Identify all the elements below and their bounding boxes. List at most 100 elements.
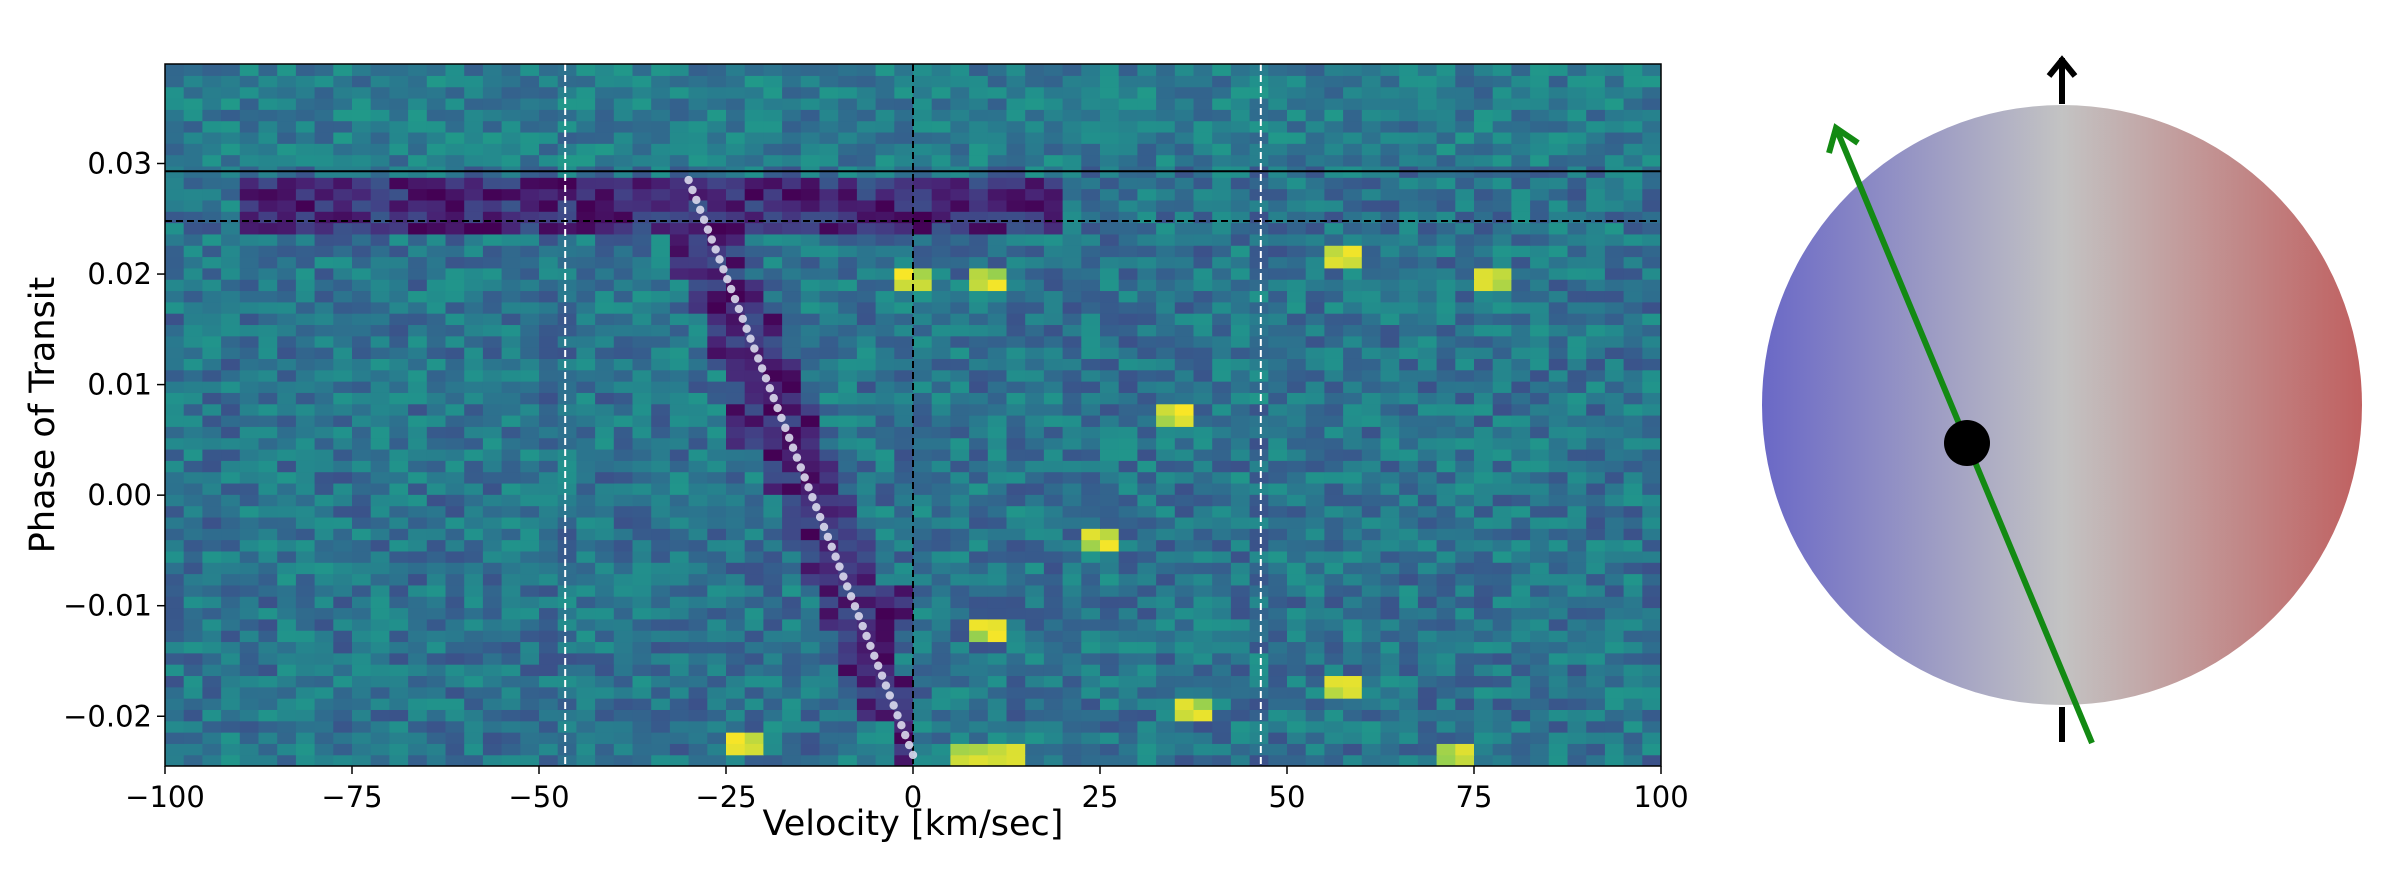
heatmap-cell [1343, 437, 1363, 450]
heatmap-cell [1492, 97, 1512, 110]
heatmap-cell [576, 279, 596, 292]
heatmap-cell [333, 381, 353, 393]
shadow-track-point [765, 384, 775, 393]
heatmap-cell [1455, 630, 1475, 643]
heatmap-cell [258, 188, 278, 201]
heatmap-cell [1249, 313, 1269, 326]
heatmap-cell [183, 607, 203, 620]
heatmap-cell [183, 324, 203, 337]
heatmap-cell [1474, 324, 1494, 337]
heatmap-cell [539, 698, 559, 710]
heatmap-cell [202, 709, 222, 722]
heatmap-cell [1511, 562, 1531, 575]
heatmap-cell [1118, 313, 1138, 326]
heatmap-cell [389, 211, 409, 224]
heatmap-cell [1604, 539, 1625, 552]
heatmap-cell [408, 505, 428, 518]
heatmap-cell [688, 562, 708, 575]
heatmap-cell [875, 528, 895, 541]
heatmap-cell [838, 528, 858, 541]
heatmap-cell [1006, 86, 1026, 99]
heatmap-cell [1567, 64, 1587, 76]
heatmap-cell [464, 267, 484, 280]
heatmap-cell [314, 403, 334, 416]
heatmap-cell [819, 199, 839, 212]
heatmap-cell [482, 675, 503, 688]
heatmap-cell [352, 335, 372, 348]
heatmap-cell [482, 109, 503, 122]
heatmap-cell [1118, 199, 1138, 212]
heatmap-cell [688, 188, 708, 201]
heatmap-cell [856, 188, 877, 201]
heatmap-cell [763, 109, 783, 122]
heatmap-cell [539, 675, 559, 688]
heatmap-cell [1436, 109, 1456, 122]
heatmap-cell [501, 143, 521, 156]
heatmap-cell [258, 109, 278, 122]
heatmap-cell [838, 358, 858, 371]
heatmap-cell [856, 347, 877, 359]
heatmap-cell [613, 267, 634, 280]
heatmap-cell [1006, 120, 1026, 133]
heatmap-cell [1399, 607, 1419, 620]
heatmap-cell [1324, 471, 1344, 484]
heatmap-cell [987, 709, 1008, 722]
heatmap-cell [295, 652, 316, 665]
heatmap-cell [333, 256, 353, 269]
heatmap-cell [1193, 630, 1213, 643]
heatmap-cell [1062, 482, 1082, 495]
heatmap-cell [557, 437, 577, 450]
heatmap-cell [632, 720, 652, 733]
heatmap-cell [894, 335, 914, 348]
heatmap-cell [707, 562, 727, 575]
heatmap-cell [1548, 131, 1569, 144]
heatmap-cell [838, 652, 858, 665]
heatmap-cell [744, 188, 764, 201]
heatmap-cell [464, 381, 484, 393]
heatmap-cell [557, 743, 577, 756]
heatmap-cell [1062, 732, 1082, 744]
heatmap-cell [1193, 290, 1213, 303]
heatmap-cell [1081, 279, 1101, 292]
heatmap-cell [277, 86, 297, 99]
heatmap-cell [1174, 211, 1195, 224]
heatmap-cell [950, 675, 970, 688]
heatmap-cell [1287, 743, 1307, 756]
heatmap-cell [1436, 256, 1456, 269]
heatmap-cell [258, 448, 278, 461]
heatmap-cell [1474, 550, 1494, 563]
heatmap-cell [950, 437, 970, 450]
heatmap-cell [202, 618, 222, 631]
heatmap-cell [1343, 675, 1363, 688]
heatmap-cell [1586, 505, 1606, 518]
heatmap-cell [239, 109, 260, 122]
heatmap-cell [370, 539, 390, 552]
heatmap-cell [1043, 222, 1064, 235]
heatmap-cell [1287, 505, 1307, 518]
heatmap-cell [1623, 505, 1643, 518]
heatmap-cell [1100, 550, 1120, 563]
heatmap-cell [520, 369, 540, 382]
heatmap-cell [295, 494, 316, 507]
heatmap-cell [819, 573, 839, 586]
heatmap-cell [464, 516, 484, 529]
heatmap-cell [1156, 528, 1176, 541]
heatmap-cell [595, 335, 615, 348]
heatmap-cell [632, 211, 652, 224]
heatmap-cell [950, 686, 970, 699]
heatmap-cell [1193, 460, 1213, 473]
heatmap-cell [557, 618, 577, 631]
heatmap-cell [969, 199, 989, 212]
heatmap-cell [782, 324, 802, 337]
heatmap-cell [1474, 279, 1494, 292]
heatmap-cell [931, 381, 951, 393]
heatmap-cell [613, 392, 634, 405]
heatmap-cell [1100, 267, 1120, 280]
heatmap-cell [1305, 698, 1325, 710]
heatmap-cell [632, 618, 652, 631]
heatmap-cell [277, 358, 297, 371]
heatmap-cell [1380, 267, 1400, 280]
heatmap-cell [165, 596, 185, 609]
heatmap-cell [557, 120, 577, 133]
heatmap-cell [1174, 596, 1195, 609]
